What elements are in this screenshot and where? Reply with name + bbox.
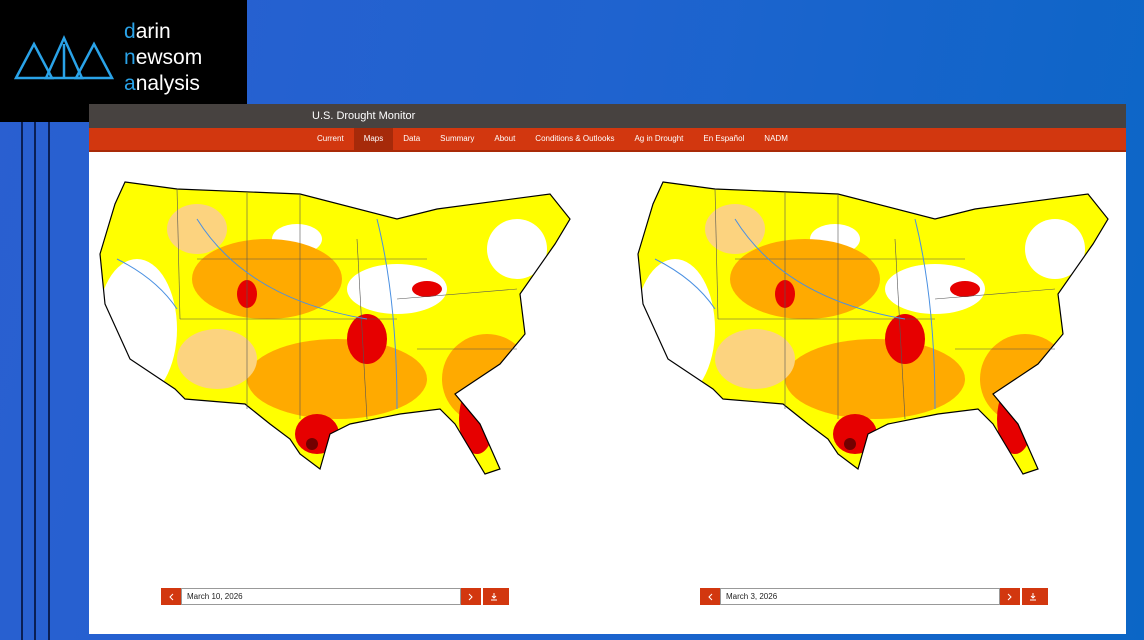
site-title: U.S. Drought Monitor [89, 104, 1126, 128]
date-selector[interactable]: March 10, 2026 [161, 588, 509, 605]
date-text: March 10, 2026 [187, 592, 243, 601]
download-button[interactable] [1022, 588, 1048, 605]
nav-item[interactable]: Conditions & Outlooks [535, 134, 615, 143]
nav-item[interactable]: NADM [764, 134, 788, 143]
maps [89, 150, 1126, 510]
logo: darin newsom analysis [0, 0, 247, 122]
date-field[interactable]: March 10, 2026 [181, 588, 461, 605]
nav-item[interactable]: En Español [703, 134, 745, 143]
download-button[interactable] [483, 588, 509, 605]
prev-button[interactable] [700, 588, 720, 605]
nav-item[interactable]: Ag in Drought [634, 134, 684, 143]
decor-line [48, 122, 50, 640]
drought-map [635, 179, 1115, 479]
nav-item[interactable]: Maps [353, 128, 394, 150]
logo-text: darin [124, 20, 171, 43]
date-text: March 3, 2026 [726, 592, 778, 601]
screenshot: U.S. Drought Monitor Current Maps Data Summ… [89, 104, 1126, 634]
date-field[interactable]: March 3, 2026 [720, 588, 1000, 605]
nav-item[interactable]: Current [317, 134, 344, 143]
nav-bar: Current Maps Data Summary About Conditions & … [89, 128, 1126, 152]
nav-item[interactable]: Data [403, 134, 421, 143]
logo-mark [13, 34, 115, 80]
nav-item[interactable]: Summary [440, 134, 475, 143]
nav-item[interactable]: About [494, 134, 516, 143]
next-button[interactable] [1000, 588, 1020, 605]
logo-text: newsom [124, 46, 203, 69]
prev-button[interactable] [161, 588, 181, 605]
next-button[interactable] [461, 588, 481, 605]
drought-map [97, 179, 577, 479]
decor-line [34, 122, 36, 640]
logo-text: analysis [124, 72, 200, 95]
date-selector[interactable]: March 3, 2026 [700, 588, 1048, 605]
decor-line [21, 122, 23, 640]
